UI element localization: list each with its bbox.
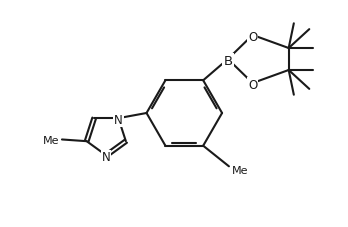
Text: O: O <box>248 31 257 44</box>
Text: Me: Me <box>232 165 248 175</box>
Text: N: N <box>114 114 123 127</box>
Text: O: O <box>248 79 257 92</box>
Text: Me: Me <box>43 136 59 146</box>
Text: B: B <box>223 55 232 68</box>
Text: N: N <box>102 151 111 164</box>
